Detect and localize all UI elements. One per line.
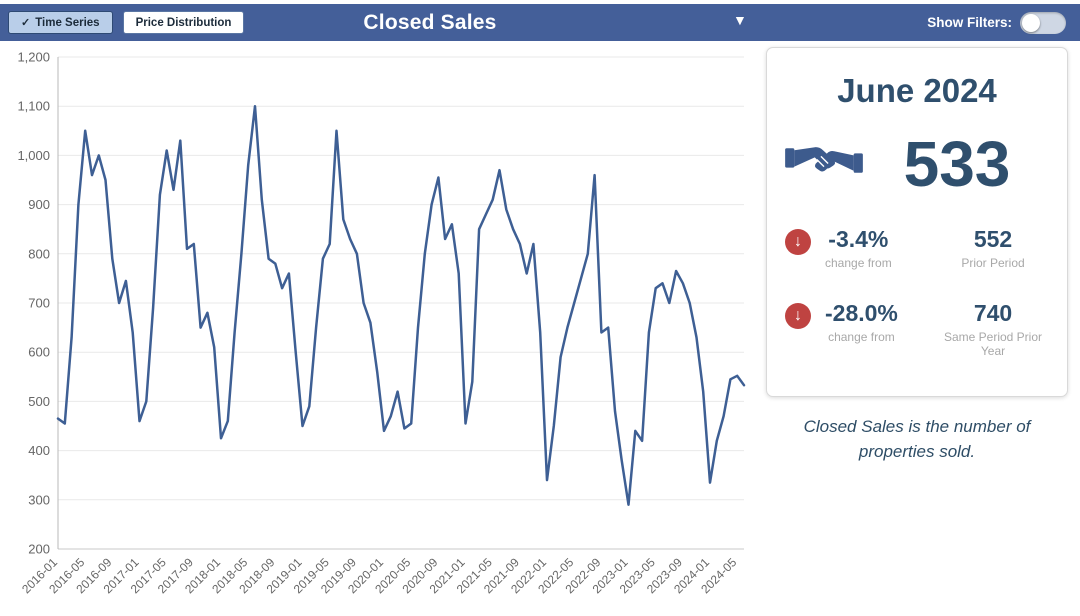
svg-text:1,200: 1,200 — [17, 50, 50, 65]
svg-text:500: 500 — [28, 394, 50, 409]
show-filters-group: Show Filters: — [927, 4, 1066, 41]
tab-price-distribution[interactable]: Price Distribution — [122, 11, 245, 34]
change-caption: change from — [828, 330, 895, 344]
chart-panel: 200 300 400 500 600 700 800 900 1,000 1,100 1,200 2… — [4, 43, 756, 613]
reference-label: Same Period Prior Year — [943, 330, 1043, 358]
comparison-reference: 740 Same Period Prior Year — [935, 300, 1051, 358]
svg-text:900: 900 — [28, 197, 50, 212]
svg-text:1,000: 1,000 — [17, 148, 50, 163]
svg-text:1,100: 1,100 — [17, 99, 50, 114]
down-arrow-icon: ↓ — [785, 229, 811, 255]
header-bar: ✓ Time Series Price Distribution Closed … — [0, 4, 1080, 41]
tab-time-series[interactable]: ✓ Time Series — [8, 11, 113, 34]
change-pct: -28.0% — [825, 300, 898, 326]
change-pct: -3.4% — [828, 226, 889, 252]
svg-text:300: 300 — [28, 492, 50, 507]
svg-text:200: 200 — [28, 542, 50, 557]
show-filters-label: Show Filters: — [927, 15, 1012, 30]
summary-value-row: 533 — [785, 132, 1049, 196]
view-tabs: ✓ Time Series Price Distribution — [8, 11, 245, 34]
show-filters-toggle[interactable] — [1020, 11, 1066, 34]
down-arrow-icon: ↓ — [785, 303, 811, 329]
metric-description: Closed Sales is the number of properties… — [803, 417, 1031, 461]
summary-panel: June 2024 533 — [756, 43, 1068, 613]
check-icon: ✓ — [21, 17, 31, 29]
comparison-change: -28.0% change from — [825, 300, 898, 344]
svg-text:600: 600 — [28, 345, 50, 360]
svg-text:800: 800 — [28, 246, 50, 261]
comparison-reference: 552 Prior Period — [935, 226, 1051, 270]
tab-time-series-label: Time Series — [35, 16, 100, 29]
svg-text:700: 700 — [28, 296, 50, 311]
toggle-knob — [1022, 13, 1040, 32]
metric-dropdown-button[interactable]: ▼ — [733, 12, 747, 28]
comparison-change: -3.4% change from — [825, 226, 892, 270]
handshake-icon — [785, 139, 865, 189]
summary-card: June 2024 533 — [766, 47, 1068, 397]
chevron-down-icon: ▼ — [733, 12, 747, 28]
reference-value: 552 — [973, 226, 1013, 252]
comparison-prior-period: ↓ -3.4% change from 552 Prior Period — [785, 226, 1051, 270]
summary-period: June 2024 — [837, 72, 997, 109]
reference-value: 740 — [973, 300, 1013, 326]
time-series-chart: 2003004005006007008009001,0001,1001,2002… — [17, 50, 746, 596]
change-caption: change from — [825, 256, 892, 270]
reference-label: Prior Period — [961, 256, 1025, 270]
tab-price-distribution-label: Price Distribution — [135, 16, 232, 29]
summary-value: 533 — [903, 128, 1011, 200]
comparison-prior-year: ↓ -28.0% change from 740 Same Period Pri… — [785, 300, 1051, 358]
svg-text:400: 400 — [28, 443, 50, 458]
main-content: 200 300 400 500 600 700 800 900 1,000 1,100 1,200 2… — [0, 41, 1080, 613]
page-title: Closed Sales — [363, 10, 497, 34]
